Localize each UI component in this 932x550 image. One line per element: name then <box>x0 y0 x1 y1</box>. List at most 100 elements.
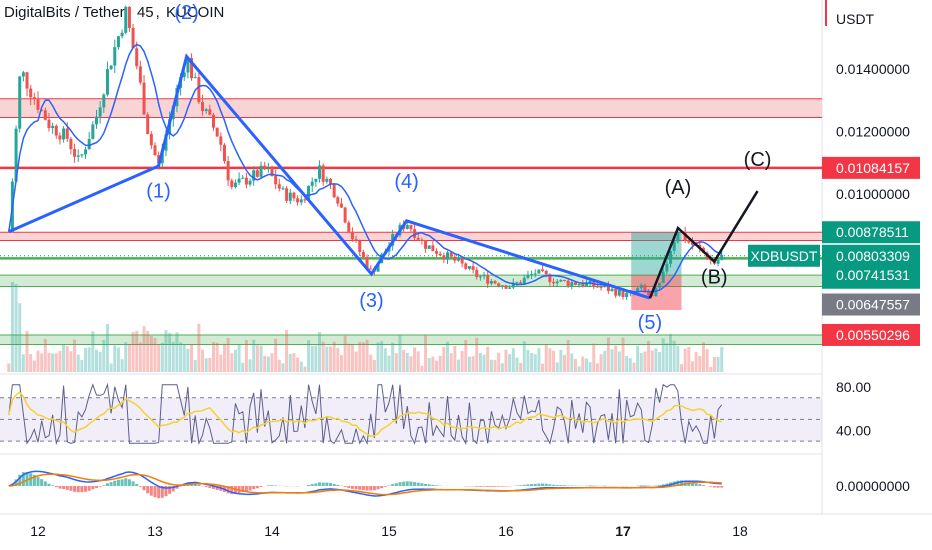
macd-histogram-bar <box>559 485 563 486</box>
candle-body <box>153 145 157 156</box>
volume-bar <box>299 361 303 372</box>
candle-body <box>84 149 88 155</box>
price-tag-label-4: 0.00647557 <box>836 297 910 313</box>
macd-histogram-bar <box>489 486 493 487</box>
candle-body <box>182 72 186 78</box>
candle-body <box>303 199 307 201</box>
candle-body <box>497 283 501 287</box>
volume-bar <box>116 347 120 372</box>
volume-bar <box>347 343 351 372</box>
macd-histogram-bar <box>18 474 22 486</box>
candle-body <box>230 180 234 188</box>
volume-bar <box>595 363 599 372</box>
candle-body <box>665 263 669 272</box>
volume-bar <box>14 283 18 372</box>
macd-histogram-bar <box>409 481 413 486</box>
macd-histogram-bar <box>244 486 248 492</box>
volume-bar <box>617 351 621 372</box>
macd-histogram-bar <box>307 484 311 486</box>
macd-histogram-bar <box>329 483 332 486</box>
volume-bar <box>643 351 647 372</box>
volume-bar <box>537 348 541 372</box>
candle-body <box>617 289 621 296</box>
volume-bar <box>566 340 570 372</box>
macd-histogram-bar <box>413 482 417 486</box>
candle-body <box>347 222 351 232</box>
macd-histogram-bar <box>493 486 497 487</box>
candle-body <box>500 285 504 287</box>
volume-bar <box>610 349 614 372</box>
candle-body <box>102 94 106 108</box>
macd-histogram-bar <box>131 481 135 486</box>
macd-histogram-bar <box>241 486 245 493</box>
volume-bar <box>80 359 84 372</box>
volume-bar <box>497 352 501 372</box>
zone-3 <box>0 334 822 345</box>
candle-body <box>552 282 556 284</box>
macd-histogram-bar <box>665 483 669 486</box>
candle-body <box>274 176 278 185</box>
zone-0 <box>0 98 822 118</box>
volume-bar <box>639 353 643 372</box>
macd-histogram-bar <box>701 485 705 486</box>
macd-histogram-bar <box>120 479 124 486</box>
signal-line <box>8 473 722 496</box>
candle-body <box>577 284 581 286</box>
candle-body <box>614 288 618 296</box>
volume-bar <box>87 347 91 372</box>
macd-histogram-bar <box>372 486 376 491</box>
macd-histogram-bar <box>168 486 172 494</box>
macd-histogram-bar <box>658 485 662 486</box>
macd-histogram-bar <box>259 486 263 487</box>
candle-body <box>233 182 237 188</box>
correction-label-2: (C) <box>744 149 772 171</box>
volume-bar <box>109 363 113 372</box>
macd-histogram-bar <box>142 486 146 491</box>
macd-histogram-bar <box>149 486 153 496</box>
interval-label[interactable]: 45 <box>136 4 154 21</box>
candle-body <box>511 282 515 288</box>
macd-histogram-bar <box>193 483 197 486</box>
volume-bar <box>661 338 665 372</box>
volume-bar <box>380 341 384 372</box>
candle-body <box>76 155 80 157</box>
volume-bar <box>456 359 460 372</box>
candle-body <box>625 292 629 298</box>
volume-bar <box>204 358 208 372</box>
candle-body <box>690 242 694 245</box>
candle-body <box>405 225 409 230</box>
price-tag-1 <box>822 221 920 244</box>
candle-body <box>285 188 289 201</box>
volume-bar <box>442 347 446 372</box>
candle-body <box>149 133 153 146</box>
candle-body <box>431 245 435 252</box>
macd-histogram-bar <box>435 485 439 486</box>
macd-histogram-bar <box>266 485 270 486</box>
volume-bar <box>332 341 336 372</box>
macd-histogram-bar <box>230 486 234 495</box>
moving-average-line <box>8 43 722 293</box>
macd-histogram-bar <box>533 483 537 486</box>
volume-bar <box>489 359 493 372</box>
macd-histogram-bar <box>91 486 95 490</box>
candle-body <box>29 88 33 98</box>
macd-histogram-bar <box>694 483 698 486</box>
volume-bar <box>570 353 574 372</box>
candle-body <box>599 287 603 289</box>
pair-name: DigitalBits / Tether <box>4 4 125 21</box>
macd-histogram-bar <box>522 484 526 486</box>
volume-bar <box>500 363 504 372</box>
macd-histogram-bar <box>40 479 44 486</box>
macd-histogram-bar <box>164 486 168 497</box>
candle-body <box>292 192 296 199</box>
candle-body <box>636 288 640 292</box>
candle-body <box>43 110 47 120</box>
candle-body <box>581 284 585 286</box>
candle-body <box>530 273 534 275</box>
volume-bar <box>233 349 237 372</box>
volume-bar <box>168 333 172 372</box>
macd-histogram-bar <box>376 486 380 490</box>
candle-body <box>533 273 537 275</box>
candle-body <box>548 274 552 283</box>
